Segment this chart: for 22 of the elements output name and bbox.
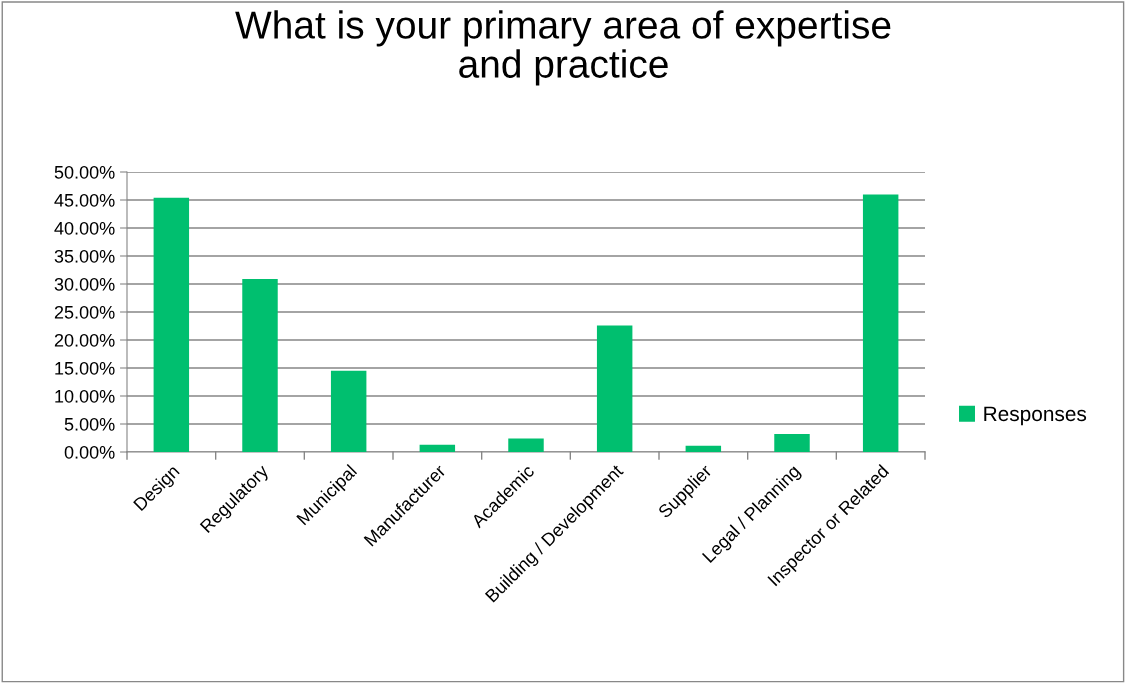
y-tick-label: 0.00% <box>64 445 115 459</box>
bar <box>153 197 190 452</box>
bar <box>862 194 899 452</box>
bar <box>596 325 633 452</box>
y-tick-label: 10.00% <box>55 389 115 403</box>
legend-label: Responses <box>984 406 1087 426</box>
y-tick-label: 25.00% <box>54 305 115 319</box>
chart-title: What is your primary area of expertise and practice <box>235 10 891 86</box>
bar <box>242 278 278 452</box>
y-tick-label: 50.00% <box>54 165 115 179</box>
y-tick-label: 35.00% <box>54 249 115 263</box>
bar <box>330 370 367 452</box>
y-tick-label: 45.00% <box>54 193 115 207</box>
bar <box>774 434 810 452</box>
bar <box>685 445 722 452</box>
y-tick-label: 5.00% <box>64 417 115 431</box>
bar <box>508 438 544 452</box>
bar <box>419 444 456 452</box>
y-tick-label: 30.00% <box>54 277 115 291</box>
y-tick-label: 40.00% <box>54 221 115 235</box>
y-tick-label: 15.00% <box>55 361 115 375</box>
y-tick-label: 20.00% <box>54 333 115 347</box>
